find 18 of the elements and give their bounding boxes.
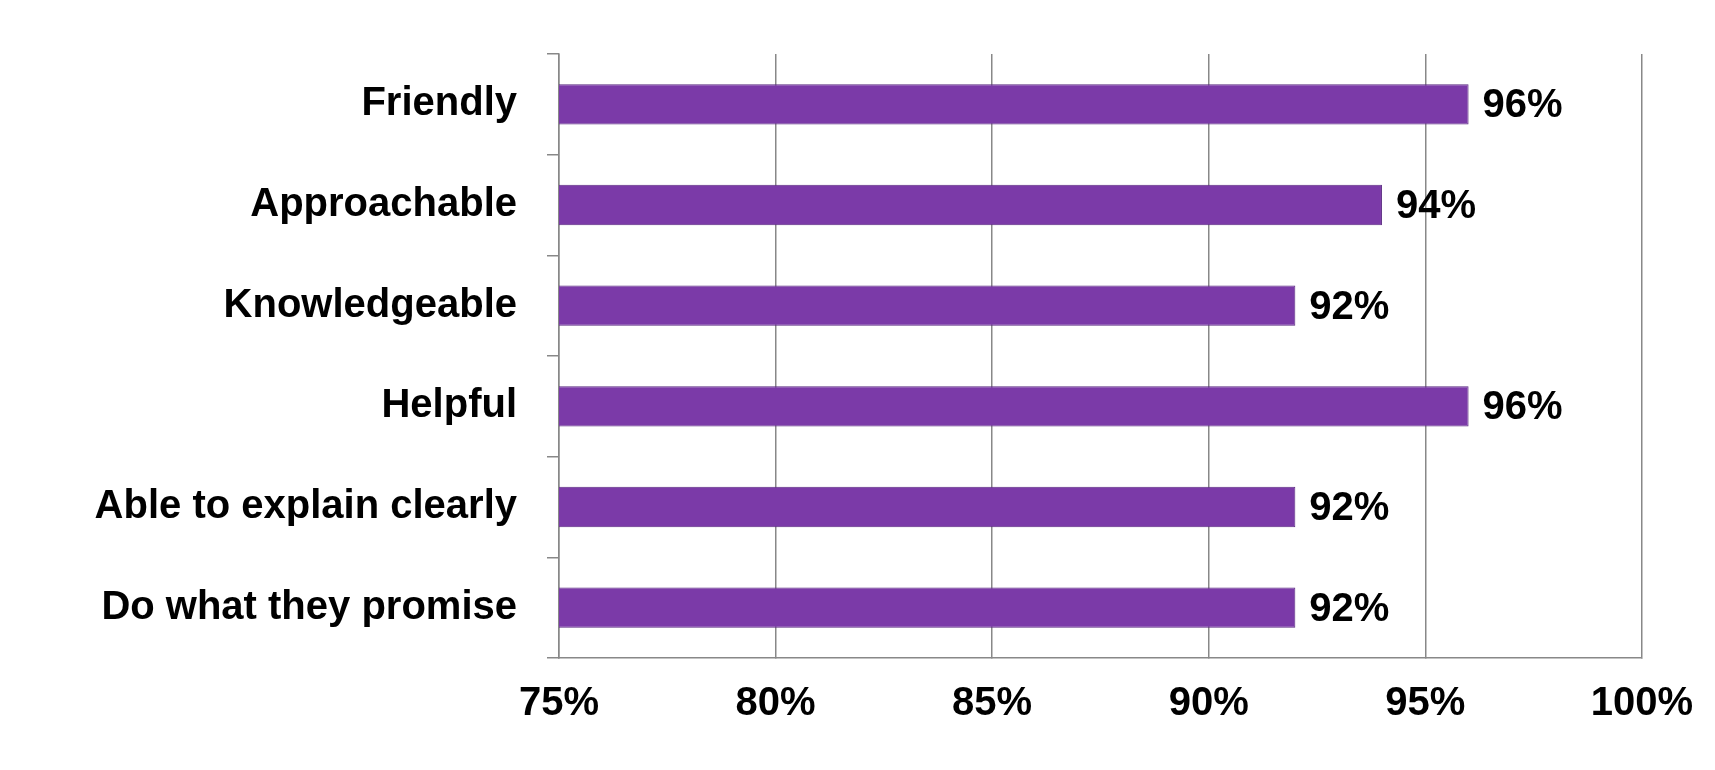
data-label: 96% xyxy=(1482,383,1563,428)
x-tick-label: 90% xyxy=(1168,679,1249,724)
y-tick-label: Able to explain clearly xyxy=(94,482,518,527)
x-tick-label: 95% xyxy=(1385,679,1466,724)
x-tick-label: 100% xyxy=(1590,679,1693,724)
data-label: 92% xyxy=(1309,282,1390,327)
data-label: 94% xyxy=(1395,182,1477,227)
x-tick-label: 80% xyxy=(735,679,816,724)
y-tick-label: Do what they promise xyxy=(101,582,517,627)
data-label: 96% xyxy=(1482,81,1563,126)
y-tick-label: Knowledgeable xyxy=(223,280,517,325)
x-tick-label: 75% xyxy=(518,679,600,724)
y-tick-label: Approachable xyxy=(250,180,517,225)
y-tick-label: Helpful xyxy=(381,381,517,426)
data-label: 92% xyxy=(1309,584,1390,629)
data-label: 92% xyxy=(1309,484,1390,529)
y-tick-label: Friendly xyxy=(361,79,518,124)
x-tick-label: 85% xyxy=(952,679,1033,724)
